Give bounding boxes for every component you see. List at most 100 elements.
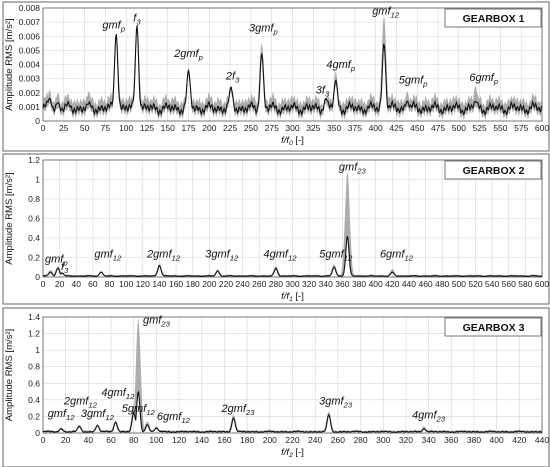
peak-annotation: 3f3 — [316, 85, 330, 99]
peak-annotation: 3gmf12 — [205, 248, 239, 262]
chart-panel-3: 0 20 40 60 80 100 120 140 160 180 200 220 240 260 280 3… — [2, 307, 550, 467]
y-tick-label: 0.6 — [28, 214, 40, 224]
x-axis-label: f/f2 [-] — [281, 447, 304, 459]
peak-annotation-base: 4gmf — [264, 248, 289, 260]
peak-annotation-base: 6gmf — [469, 72, 494, 84]
peak-annotation-base: gmf — [94, 248, 113, 260]
y-tick-label: 0.6 — [28, 378, 40, 388]
peak-annotation: gmf23 — [143, 314, 171, 328]
x-tick-label: 200 — [263, 435, 277, 445]
peak-annotation: gmf23 — [339, 162, 367, 176]
panel-title: GEARBOX 2 — [463, 165, 525, 177]
x-tick-label: 420 — [385, 279, 399, 289]
x-tick-label: 140 — [152, 279, 166, 289]
peak-annotation: 3gmf23 — [319, 395, 353, 409]
x-tick-label: 600 — [535, 123, 549, 133]
peak-annotation: 2gmfp — [173, 48, 203, 62]
peak-annotation: gmf12 — [372, 5, 400, 19]
x-tick-label: 200 — [202, 279, 216, 289]
peak-annotation-sub: 12 — [404, 253, 413, 262]
x-tick-label: 340 — [421, 435, 435, 445]
x-tick-label: 25 — [59, 123, 69, 133]
peak-annotation-base: f — [133, 13, 137, 25]
peak-annotation-sub: 3 — [325, 90, 330, 99]
peak-annotation-sub: 12 — [181, 416, 190, 425]
y-tick-label: 1.2 — [28, 155, 40, 165]
x-tick-label: 300 — [376, 435, 390, 445]
peak-annotation-base: 2gmf — [146, 248, 172, 260]
peak-annotation: 2gmf12 — [63, 395, 98, 409]
peak-annotation-sub: 23 — [160, 319, 170, 328]
peak-annotation-base: 6gmf — [157, 411, 182, 423]
x-tick-label: 125 — [140, 123, 154, 133]
peak-annotation-base: gmf — [339, 162, 358, 174]
peak-annotation: 5gmfp — [399, 75, 428, 89]
peak-annotation-base: 4gmf — [101, 387, 126, 399]
x-tick-label: 260 — [331, 435, 345, 445]
peak-annotation: 6gmfp — [469, 72, 498, 86]
peak-annotation: 5gmf12 — [122, 403, 156, 417]
peak-annotation-base: gmf — [48, 408, 67, 420]
x-tick-label: 380 — [467, 435, 481, 445]
x-tick-label: 60 — [88, 279, 98, 289]
x-tick-label: 550 — [493, 123, 507, 133]
peak-annotation-sub: 12 — [391, 10, 400, 19]
x-tick-label: 400 — [490, 435, 504, 445]
x-tick-label: 325 — [306, 123, 320, 133]
x-tick-label: 420 — [512, 435, 526, 445]
peak-annotation-sub: 12 — [288, 253, 297, 262]
panel-badge-box — [444, 160, 542, 180]
peak-annotation-base: 5gmf — [122, 403, 147, 415]
peak-annotation-sub: p — [62, 258, 68, 267]
x-tick-label: 400 — [369, 279, 383, 289]
panel-title: GEARBOX 1 — [463, 13, 525, 25]
x-tick-label: 460 — [418, 279, 432, 289]
x-axis-label: f/f1 [-] — [281, 291, 304, 303]
x-tick-label: 240 — [236, 279, 250, 289]
chart-panel-2: 0 20 40 60 80 100 120 140 160 180 200 220 240 260 280 3… — [2, 153, 550, 305]
x-axis-label-sub: 2 — [288, 452, 293, 459]
x-tick-label: 250 — [244, 123, 258, 133]
peak-annotation: 2f3 — [225, 70, 240, 84]
y-tick-label: 0.001 — [19, 102, 41, 112]
y-tick-label: 0.4 — [28, 395, 40, 405]
x-tick-label: 375 — [348, 123, 362, 133]
x-axis-label-unit: [-] — [293, 447, 304, 458]
peak-annotation-sub: 3 — [136, 18, 141, 27]
x-tick-label: 225 — [223, 123, 237, 133]
peak-annotation: 6gmf12 — [157, 411, 191, 425]
mean-spectrum-line — [42, 235, 543, 278]
y-tick-label: 1.2 — [28, 329, 40, 339]
x-tick-label: 280 — [353, 435, 367, 445]
x-tick-label: 380 — [352, 279, 366, 289]
x-axis-label-main: f/f — [281, 135, 290, 146]
x-tick-label: 260 — [252, 279, 266, 289]
x-tick-label: 20 — [55, 279, 65, 289]
peak-annotation-base: 5gmf — [399, 75, 424, 87]
peak-annotation-sub: 12 — [146, 408, 155, 417]
peak-annotation-base: 2gmf — [63, 395, 89, 407]
peak-annotation: gmf12 — [48, 408, 76, 422]
y-tick-label: 0.2 — [28, 253, 40, 263]
peak-annotation-base: 4gmf — [412, 410, 437, 422]
x-tick-label: 175 — [181, 123, 195, 133]
x-tick-label: 480 — [435, 279, 449, 289]
x-tick-label: 320 — [302, 279, 316, 289]
x-tick-label: 275 — [265, 123, 279, 133]
x-tick-label: 200 — [202, 123, 216, 133]
peak-annotation-sub: 12 — [66, 413, 75, 422]
peak-annotation: gmf12 — [94, 248, 122, 262]
x-tick-label: 160 — [217, 435, 231, 445]
peak-annotation-sub: p — [493, 77, 499, 86]
x-tick-label: 280 — [269, 279, 283, 289]
peak-annotation-base: gmf — [143, 314, 162, 326]
x-tick-label: 100 — [119, 279, 133, 289]
y-tick-label: 1 — [35, 175, 40, 185]
y-tick-label: 0 — [35, 272, 40, 282]
x-tick-label: 600 — [535, 279, 549, 289]
y-tick-label: 0.006 — [19, 31, 41, 41]
peak-annotation-sub: p — [422, 80, 428, 89]
plot-area-border — [42, 7, 543, 122]
y-axis-label: Amplitude RMS [m/s²] — [4, 18, 15, 110]
